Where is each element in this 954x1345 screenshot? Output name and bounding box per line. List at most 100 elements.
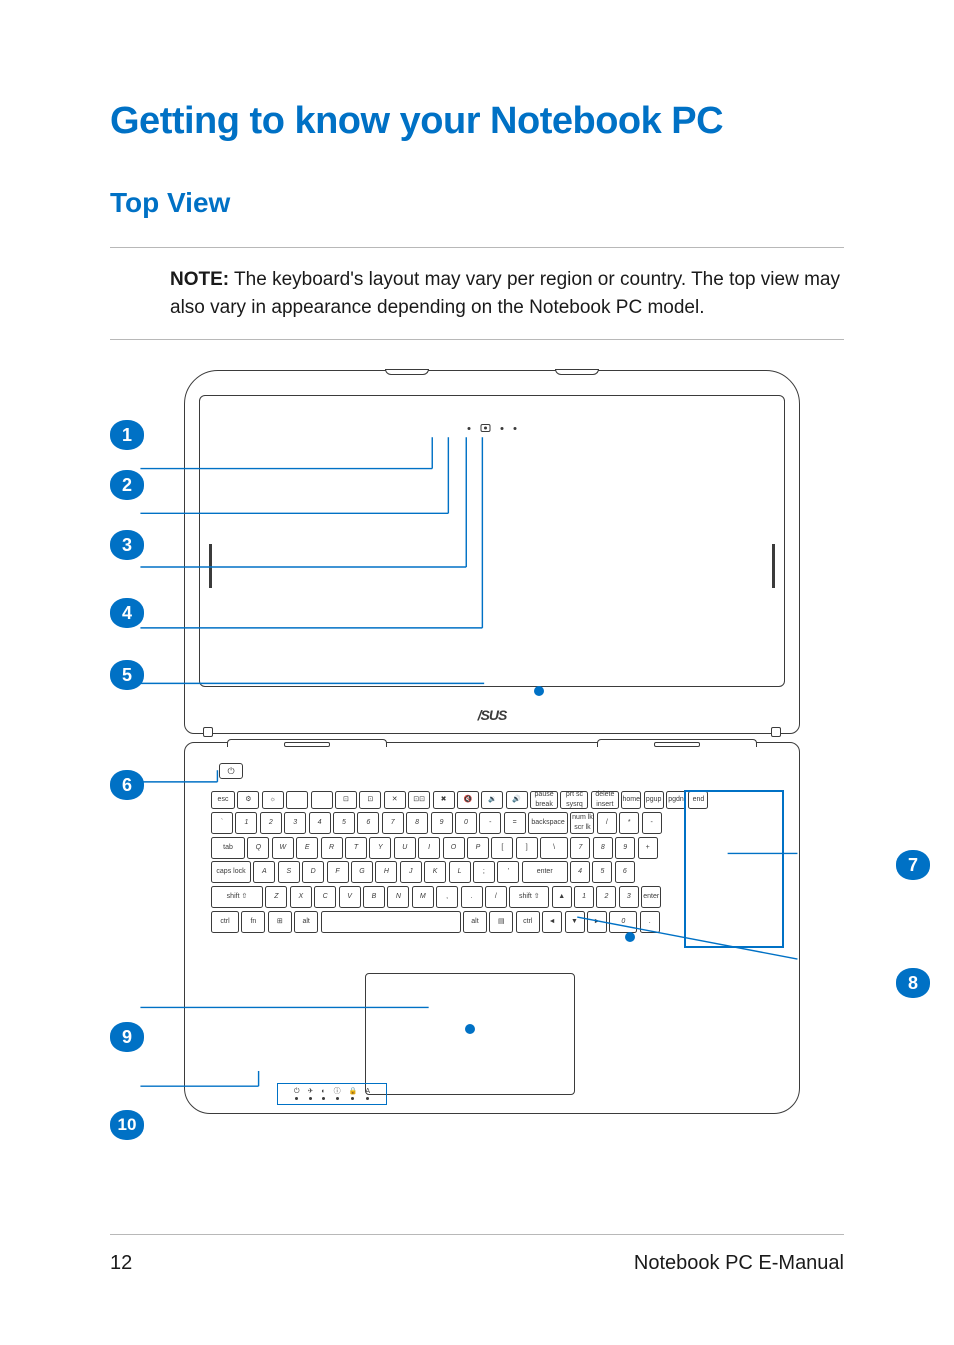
brand-logo: /SUS (185, 707, 799, 723)
status-led: A (365, 1088, 370, 1100)
divider (110, 339, 844, 340)
key: alt (294, 911, 318, 933)
notebook-diagram: /SUS ⏻ esc⚙☼⊡⊡✕⊡⊡✖🔇🔉🔊pause breakprt sc s… (110, 370, 844, 1140)
key: ▼ (565, 911, 585, 933)
key: 5 (592, 861, 612, 883)
key: ✕ (384, 791, 406, 809)
key: E (296, 837, 318, 859)
key: 3 (619, 886, 639, 908)
hinge (227, 739, 387, 747)
key: U (394, 837, 416, 859)
callout-2: 2 (110, 470, 144, 500)
key: V (339, 886, 361, 908)
microphone-icon (468, 427, 471, 430)
key: 6 (615, 861, 635, 883)
key: 3 (284, 812, 306, 834)
key: 4 (309, 812, 331, 834)
key (321, 911, 461, 933)
key: L (449, 861, 471, 883)
key: 🔊 (506, 791, 528, 809)
key: enter (522, 861, 568, 883)
key: 8 (406, 812, 428, 834)
key: B (363, 886, 385, 908)
key: K (424, 861, 446, 883)
key: ► (587, 911, 607, 933)
key: ctrl (211, 911, 239, 933)
key: C (314, 886, 336, 908)
key: 9 (431, 812, 453, 834)
callout-5: 5 (110, 660, 144, 690)
key: 7 (382, 812, 404, 834)
hinge (597, 739, 757, 747)
callout-7: 7 (896, 850, 930, 880)
key: ; (473, 861, 495, 883)
status-led: ⓘ (334, 1088, 341, 1100)
key: tab (211, 837, 245, 859)
key: D (302, 861, 324, 883)
callout-3: 3 (110, 530, 144, 560)
key: pgdn (666, 791, 686, 809)
key: , (436, 886, 458, 908)
key: pgup (644, 791, 664, 809)
key: 🔇 (457, 791, 479, 809)
key: ⊡⊡ (408, 791, 430, 809)
key: delete insert (591, 791, 619, 809)
key: 2 (260, 812, 282, 834)
callout-9: 9 (110, 1022, 144, 1052)
keyboard: esc⚙☼⊡⊡✕⊡⊡✖🔇🔉🔊pause breakprt sc sysrqdel… (211, 791, 781, 947)
key: 6 (357, 812, 379, 834)
key: M (412, 886, 434, 908)
key: . (640, 911, 660, 933)
key (311, 791, 333, 809)
key: alt (463, 911, 487, 933)
key: A (253, 861, 275, 883)
key: N (387, 886, 409, 908)
key: num lk scr lk (570, 812, 594, 834)
key: ▲ (552, 886, 572, 908)
key: Z (265, 886, 287, 908)
key: O (443, 837, 465, 859)
key: R (321, 837, 343, 859)
power-button: ⏻ (219, 763, 243, 779)
callout-10: 10 (110, 1110, 144, 1140)
key: end (688, 791, 708, 809)
key (286, 791, 308, 809)
laptop-lid: /SUS (184, 370, 800, 734)
doc-title-footer: Notebook PC E-Manual (634, 1252, 844, 1275)
key: W (272, 837, 294, 859)
key: 0 (609, 911, 637, 933)
page-number: 12 (110, 1252, 132, 1275)
key: + (638, 837, 658, 859)
touchpad (365, 973, 575, 1095)
status-led: ✈ (308, 1088, 314, 1100)
key: ☼ (262, 791, 284, 809)
key: backspace (528, 812, 568, 834)
key: Q (247, 837, 269, 859)
status-led: ⏻ (294, 1088, 300, 1100)
microphone-icon (514, 427, 517, 430)
callout-4: 4 (110, 598, 144, 628)
callout-6: 6 (110, 770, 144, 800)
key: ▤ (489, 911, 513, 933)
key: H (375, 861, 397, 883)
key: - (642, 812, 662, 834)
key: / (485, 886, 507, 908)
page-title: Getting to know your Notebook PC (110, 100, 844, 143)
key: ⚙ (237, 791, 259, 809)
key: caps lock (211, 861, 251, 883)
key: / (597, 812, 617, 834)
display-callout-dot (534, 686, 544, 696)
camera-icon (481, 424, 491, 432)
key: 7 (570, 837, 590, 859)
key: home (621, 791, 641, 809)
key: 🔉 (481, 791, 503, 809)
status-led: ◐ (321, 1088, 325, 1100)
key: pause break (530, 791, 558, 809)
key: P (467, 837, 489, 859)
key: ✖ (433, 791, 455, 809)
key: ' (497, 861, 519, 883)
key: = (504, 812, 526, 834)
footer-divider (110, 1234, 844, 1235)
callout-8: 8 (896, 968, 930, 998)
key: T (345, 837, 367, 859)
